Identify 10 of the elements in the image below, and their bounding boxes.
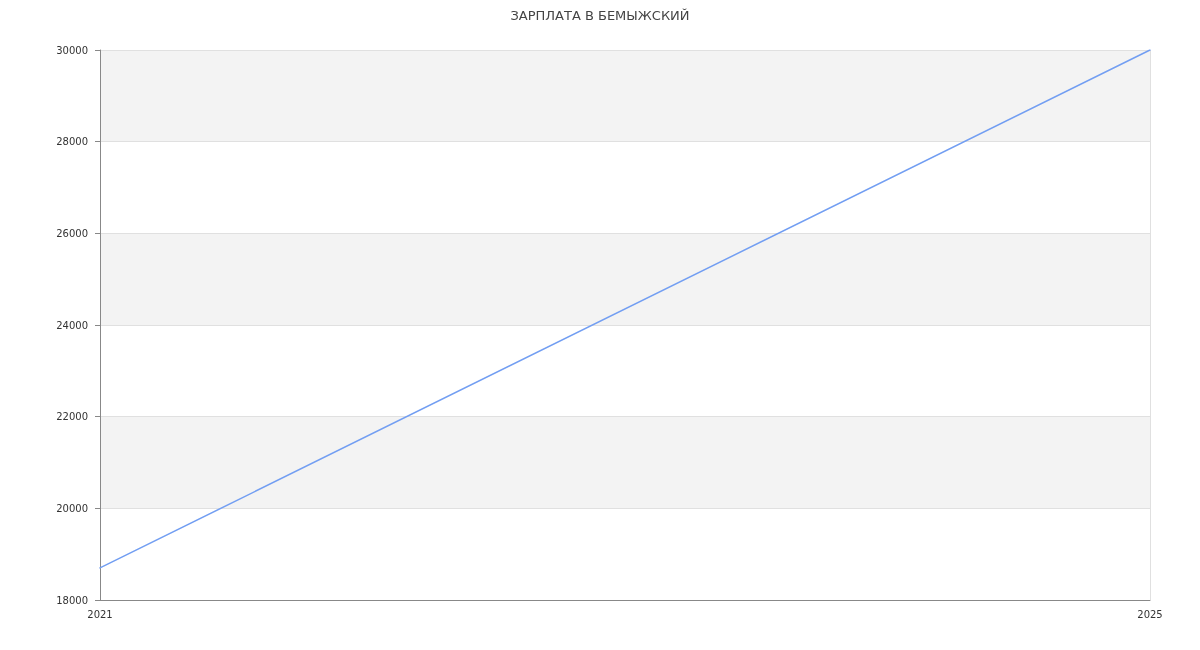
chart-title: ЗАРПЛАТА В БЕМЫЖСКИЙ [510,8,690,23]
y-tick-label: 20000 [56,502,88,514]
y-tick-label: 30000 [56,44,88,56]
y-tick-label: 28000 [56,136,88,148]
x-tick-label: 2025 [1137,608,1163,620]
x-tick-label: 2021 [87,608,113,620]
y-tick-label: 24000 [56,319,88,331]
y-tick-label: 26000 [56,227,88,239]
y-tick-label: 22000 [56,411,88,423]
y-tick-label: 18000 [56,594,88,606]
